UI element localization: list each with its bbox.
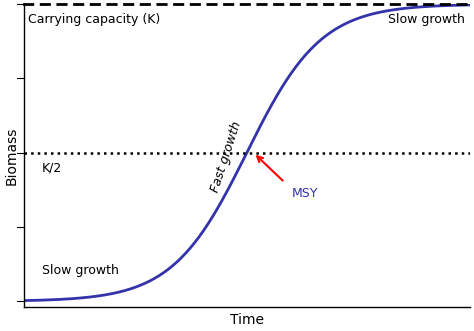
X-axis label: Time: Time xyxy=(230,313,264,327)
Y-axis label: Biomass: Biomass xyxy=(4,126,18,185)
Text: K/2: K/2 xyxy=(42,162,62,175)
Text: Slow growth: Slow growth xyxy=(42,264,118,277)
Text: Fast growth: Fast growth xyxy=(209,120,244,194)
Text: Carrying capacity (K): Carrying capacity (K) xyxy=(28,13,160,26)
Text: MSY: MSY xyxy=(292,187,318,200)
Text: Slow growth: Slow growth xyxy=(389,13,465,26)
